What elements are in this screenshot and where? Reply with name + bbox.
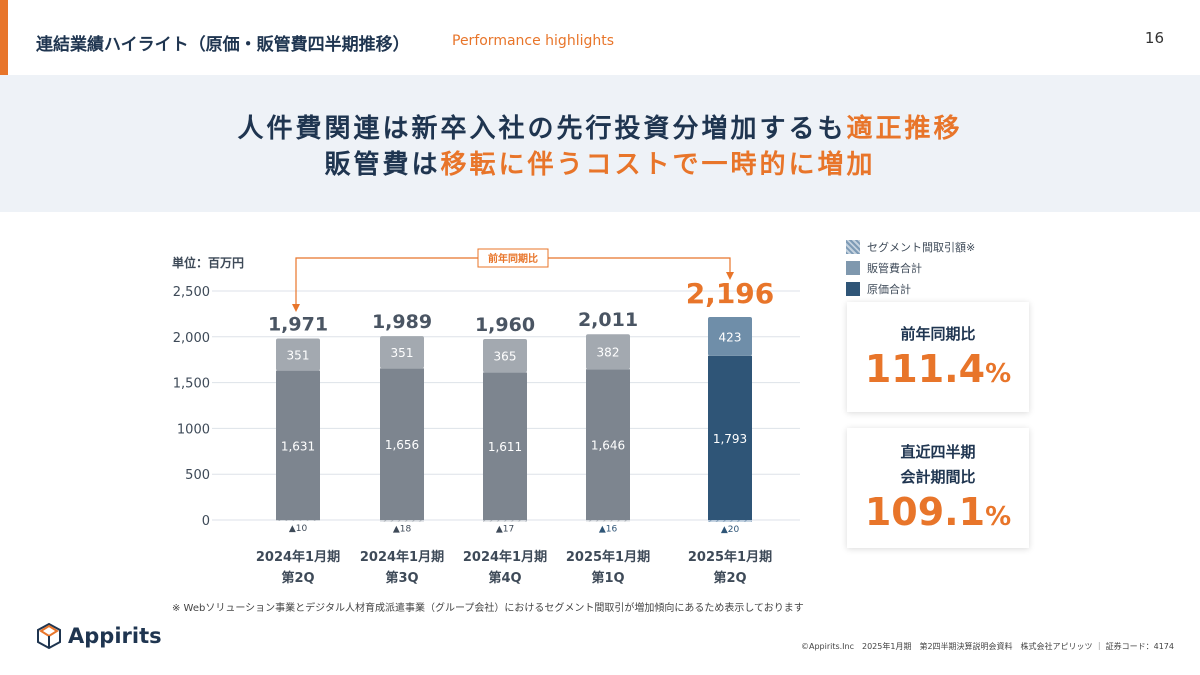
legend-label: セグメント間取引額※ bbox=[867, 240, 976, 254]
card-label: 会計期間比 bbox=[900, 468, 976, 486]
y-tick-label: 0 bbox=[202, 514, 210, 529]
bar-sga-label: 351 bbox=[391, 346, 414, 360]
y-tick-label: 1,500 bbox=[173, 377, 210, 392]
x-tick-label: 第1Q bbox=[591, 570, 624, 586]
footnote: ※ Webソリューション事業とデジタル人材育成派遣事業（グループ会社）におけるセ… bbox=[172, 603, 804, 614]
qoq-card: 直近四半期 会計期間比 109.1% bbox=[847, 428, 1029, 548]
bar-cost bbox=[276, 370, 320, 520]
bar-sga-label: 365 bbox=[494, 350, 517, 364]
page-subtitle: Performance highlights bbox=[452, 33, 615, 49]
bar-segment bbox=[483, 520, 527, 522]
annotation-box bbox=[477, 248, 549, 268]
legend-item-segment: セグメント間取引額※ bbox=[846, 236, 975, 257]
headline-highlight: 移転に伴うコストで一時的に増加 bbox=[440, 150, 876, 180]
bar-cost bbox=[586, 369, 630, 520]
bar-segment bbox=[708, 520, 752, 522]
bar-segment-label: ▲17 bbox=[496, 525, 514, 535]
bar-sga-label: 351 bbox=[287, 349, 310, 363]
bar-cost bbox=[708, 355, 752, 520]
logo-text: Appirits bbox=[68, 624, 162, 648]
headline-text: 販管費は bbox=[324, 150, 441, 180]
arrow-head-icon bbox=[726, 272, 734, 280]
y-tick-label: 500 bbox=[185, 468, 210, 483]
bar-cost bbox=[483, 372, 527, 520]
card-label: 前年同期比 bbox=[900, 325, 976, 343]
headline-line-1: 人件費関連は新卒入社の先行投資分増加するも適正推移 bbox=[0, 111, 1200, 147]
bar-cost-label: 1,631 bbox=[281, 439, 315, 453]
legend-item-sga: 販管費合計 bbox=[846, 257, 975, 278]
headline-text: 人件費関連は新卒入社の先行投資分増加するも bbox=[237, 114, 847, 144]
bar-segment-label: ▲20 bbox=[721, 525, 740, 535]
y-tick-label: 2,000 bbox=[173, 331, 210, 346]
bar-segment-label: ▲16 bbox=[599, 524, 618, 534]
x-tick-label: 第2Q bbox=[713, 570, 746, 586]
bar-sga-label: 423 bbox=[719, 330, 742, 344]
bar-sga bbox=[708, 317, 752, 356]
bar-segment bbox=[380, 520, 424, 522]
x-tick-label: 第4Q bbox=[488, 570, 521, 586]
legend-item-cost: 原価合計 bbox=[846, 278, 975, 299]
page-title: 連結業績ハイライト（原価・販管費四半期推移） bbox=[36, 35, 410, 55]
bar-total-label: 1,971 bbox=[268, 313, 328, 335]
card-value: 109.1% bbox=[847, 490, 1029, 534]
card-value: 111.4% bbox=[847, 347, 1029, 391]
bar-total-label: 1,960 bbox=[475, 314, 535, 336]
bar-cost-label: 1,656 bbox=[385, 438, 419, 452]
legend-swatch bbox=[846, 260, 860, 275]
logo-cube-icon bbox=[37, 622, 61, 650]
bar-segment-label: ▲18 bbox=[393, 525, 412, 535]
page-number: 16 bbox=[1144, 29, 1164, 47]
headline-banner: 人件費関連は新卒入社の先行投資分増加するも適正推移 販管費は移転に伴うコストで一… bbox=[0, 75, 1200, 212]
annotation-label: 前年同期比 bbox=[488, 252, 538, 265]
bar-cost-label: 1,646 bbox=[591, 439, 625, 453]
x-tick-label: 2025年1月期 bbox=[566, 549, 650, 565]
y-tick-label: 2,500 bbox=[173, 285, 210, 300]
x-tick-label: 第3Q bbox=[385, 570, 418, 586]
x-tick-label: 2024年1月期 bbox=[256, 549, 340, 565]
y-tick-label: 1000 bbox=[177, 422, 210, 437]
bar-cost bbox=[380, 368, 424, 520]
yoy-card: 前年同期比 111.4% bbox=[847, 302, 1029, 412]
value-unit: % bbox=[985, 502, 1012, 532]
accent-bar bbox=[0, 0, 8, 75]
footer-text: ©Appirits.Inc 2025年1月期 第2四半期決算説明会資料 株式会社… bbox=[800, 642, 1174, 651]
bar-sga bbox=[483, 338, 527, 373]
bar-total-label: 1,989 bbox=[372, 311, 432, 333]
bar-total-label: 2,196 bbox=[686, 277, 775, 310]
bar-sga bbox=[276, 338, 320, 371]
card-label: 直近四半期 bbox=[900, 443, 976, 461]
stacked-bar-chart: 0 500 1000 1,500 2,000 2,500 1,631 351 ▲10 1,971 2… bbox=[173, 248, 800, 586]
bar-segment-label: ▲10 bbox=[289, 524, 308, 534]
company-logo: Appirits bbox=[36, 622, 162, 650]
unit-label: 単位：百万円 bbox=[172, 256, 245, 270]
bar-cost-label: 1,793 bbox=[713, 432, 747, 446]
legend-swatch bbox=[846, 281, 860, 296]
value-number: 111.4 bbox=[864, 347, 986, 391]
x-tick-label: 2024年1月期 bbox=[360, 549, 444, 565]
legend-label: 原価合計 bbox=[867, 282, 911, 296]
x-tick-label: 第2Q bbox=[281, 570, 314, 586]
x-tick-label: 2025年1月期 bbox=[688, 549, 772, 565]
headline-line-2: 販管費は移転に伴うコストで一時的に増加 bbox=[0, 147, 1200, 183]
bar-total-label: 2,011 bbox=[578, 309, 638, 331]
legend-label: 販管費合計 bbox=[867, 261, 922, 275]
x-tick-label: 2024年1月期 bbox=[463, 549, 547, 565]
legend-swatch bbox=[846, 239, 860, 254]
bar-cost-label: 1,611 bbox=[488, 440, 522, 454]
bar-sga bbox=[586, 334, 630, 370]
bar-sga bbox=[380, 336, 424, 369]
value-number: 109.1 bbox=[864, 490, 986, 534]
value-unit: % bbox=[985, 359, 1012, 389]
bar-segment bbox=[586, 520, 630, 522]
headline-highlight: 適正推移 bbox=[846, 114, 963, 144]
chart-legend: セグメント間取引額※ 販管費合計 原価合計 bbox=[846, 236, 975, 299]
bar-sga-label: 382 bbox=[597, 346, 620, 360]
arrow-head-icon bbox=[292, 304, 300, 312]
bar-segment bbox=[276, 520, 320, 521]
